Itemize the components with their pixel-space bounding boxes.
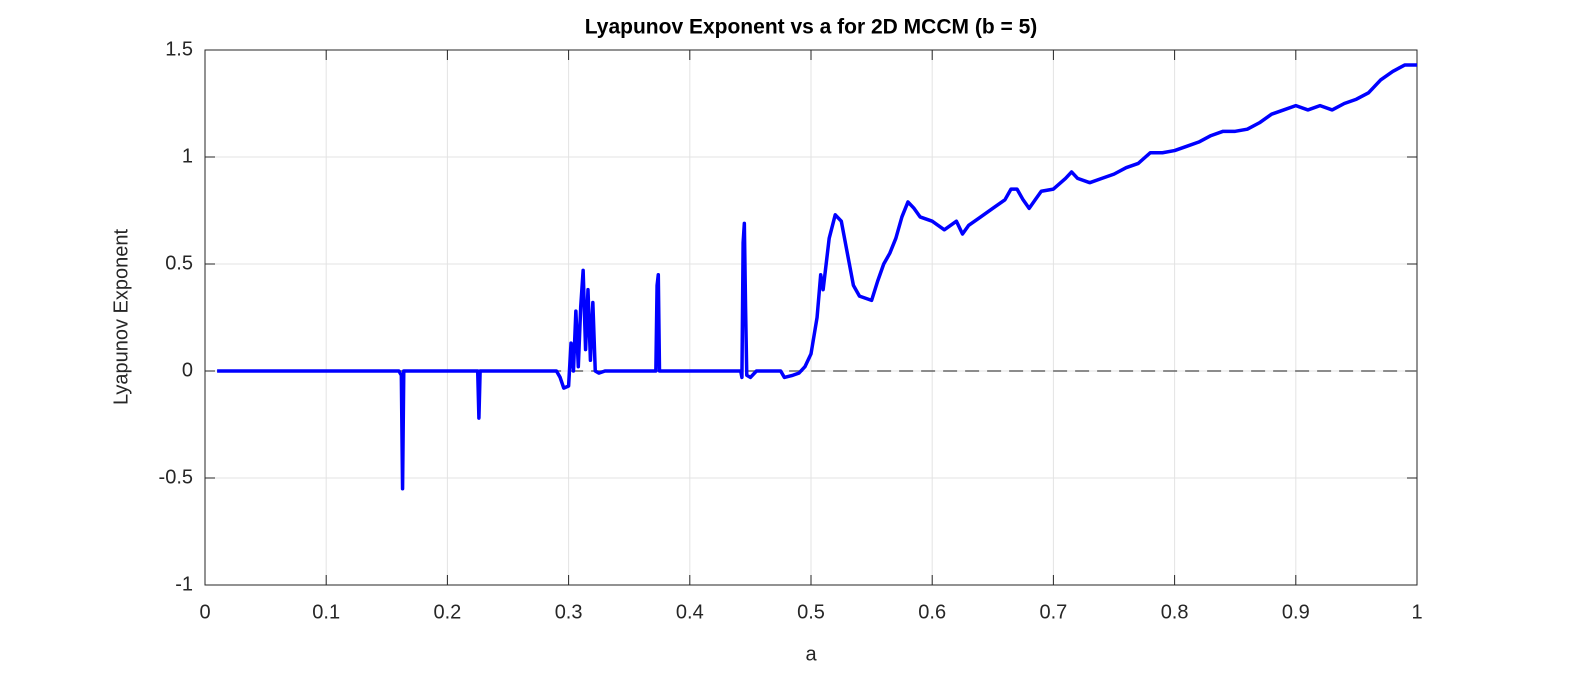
y-tick-label: 1 (182, 145, 193, 167)
y-axis-label: Lyapunov Exponent (110, 229, 132, 406)
x-tick-label: 0.6 (918, 601, 946, 623)
y-tick-label: -0.5 (159, 466, 193, 488)
x-tick-label: 0.9 (1282, 601, 1310, 623)
plot-frame (204, 49, 1418, 586)
y-tick-label: 0.5 (165, 252, 193, 274)
y-tick-label: 1.5 (165, 38, 193, 60)
x-axis-label: a (805, 643, 817, 665)
x-tick-label: 0.4 (676, 601, 704, 623)
x-tick-label: 1 (1411, 601, 1422, 623)
x-tick-label: 0.1 (312, 601, 340, 623)
x-tick-label: 0.5 (797, 601, 825, 623)
y-tick-label: -1 (175, 573, 193, 595)
y-tick-label: 0 (182, 359, 193, 381)
chart-title: Lyapunov Exponent vs a for 2D MCCM (b = … (585, 16, 1038, 39)
x-tick-label: 0.7 (1039, 601, 1067, 623)
x-tick-label: 0.2 (433, 601, 461, 623)
x-tick-label: 0.8 (1161, 601, 1189, 623)
x-tick-label: 0.3 (555, 601, 583, 623)
x-tick-label: 0 (199, 601, 210, 623)
data-line (217, 63, 1417, 491)
